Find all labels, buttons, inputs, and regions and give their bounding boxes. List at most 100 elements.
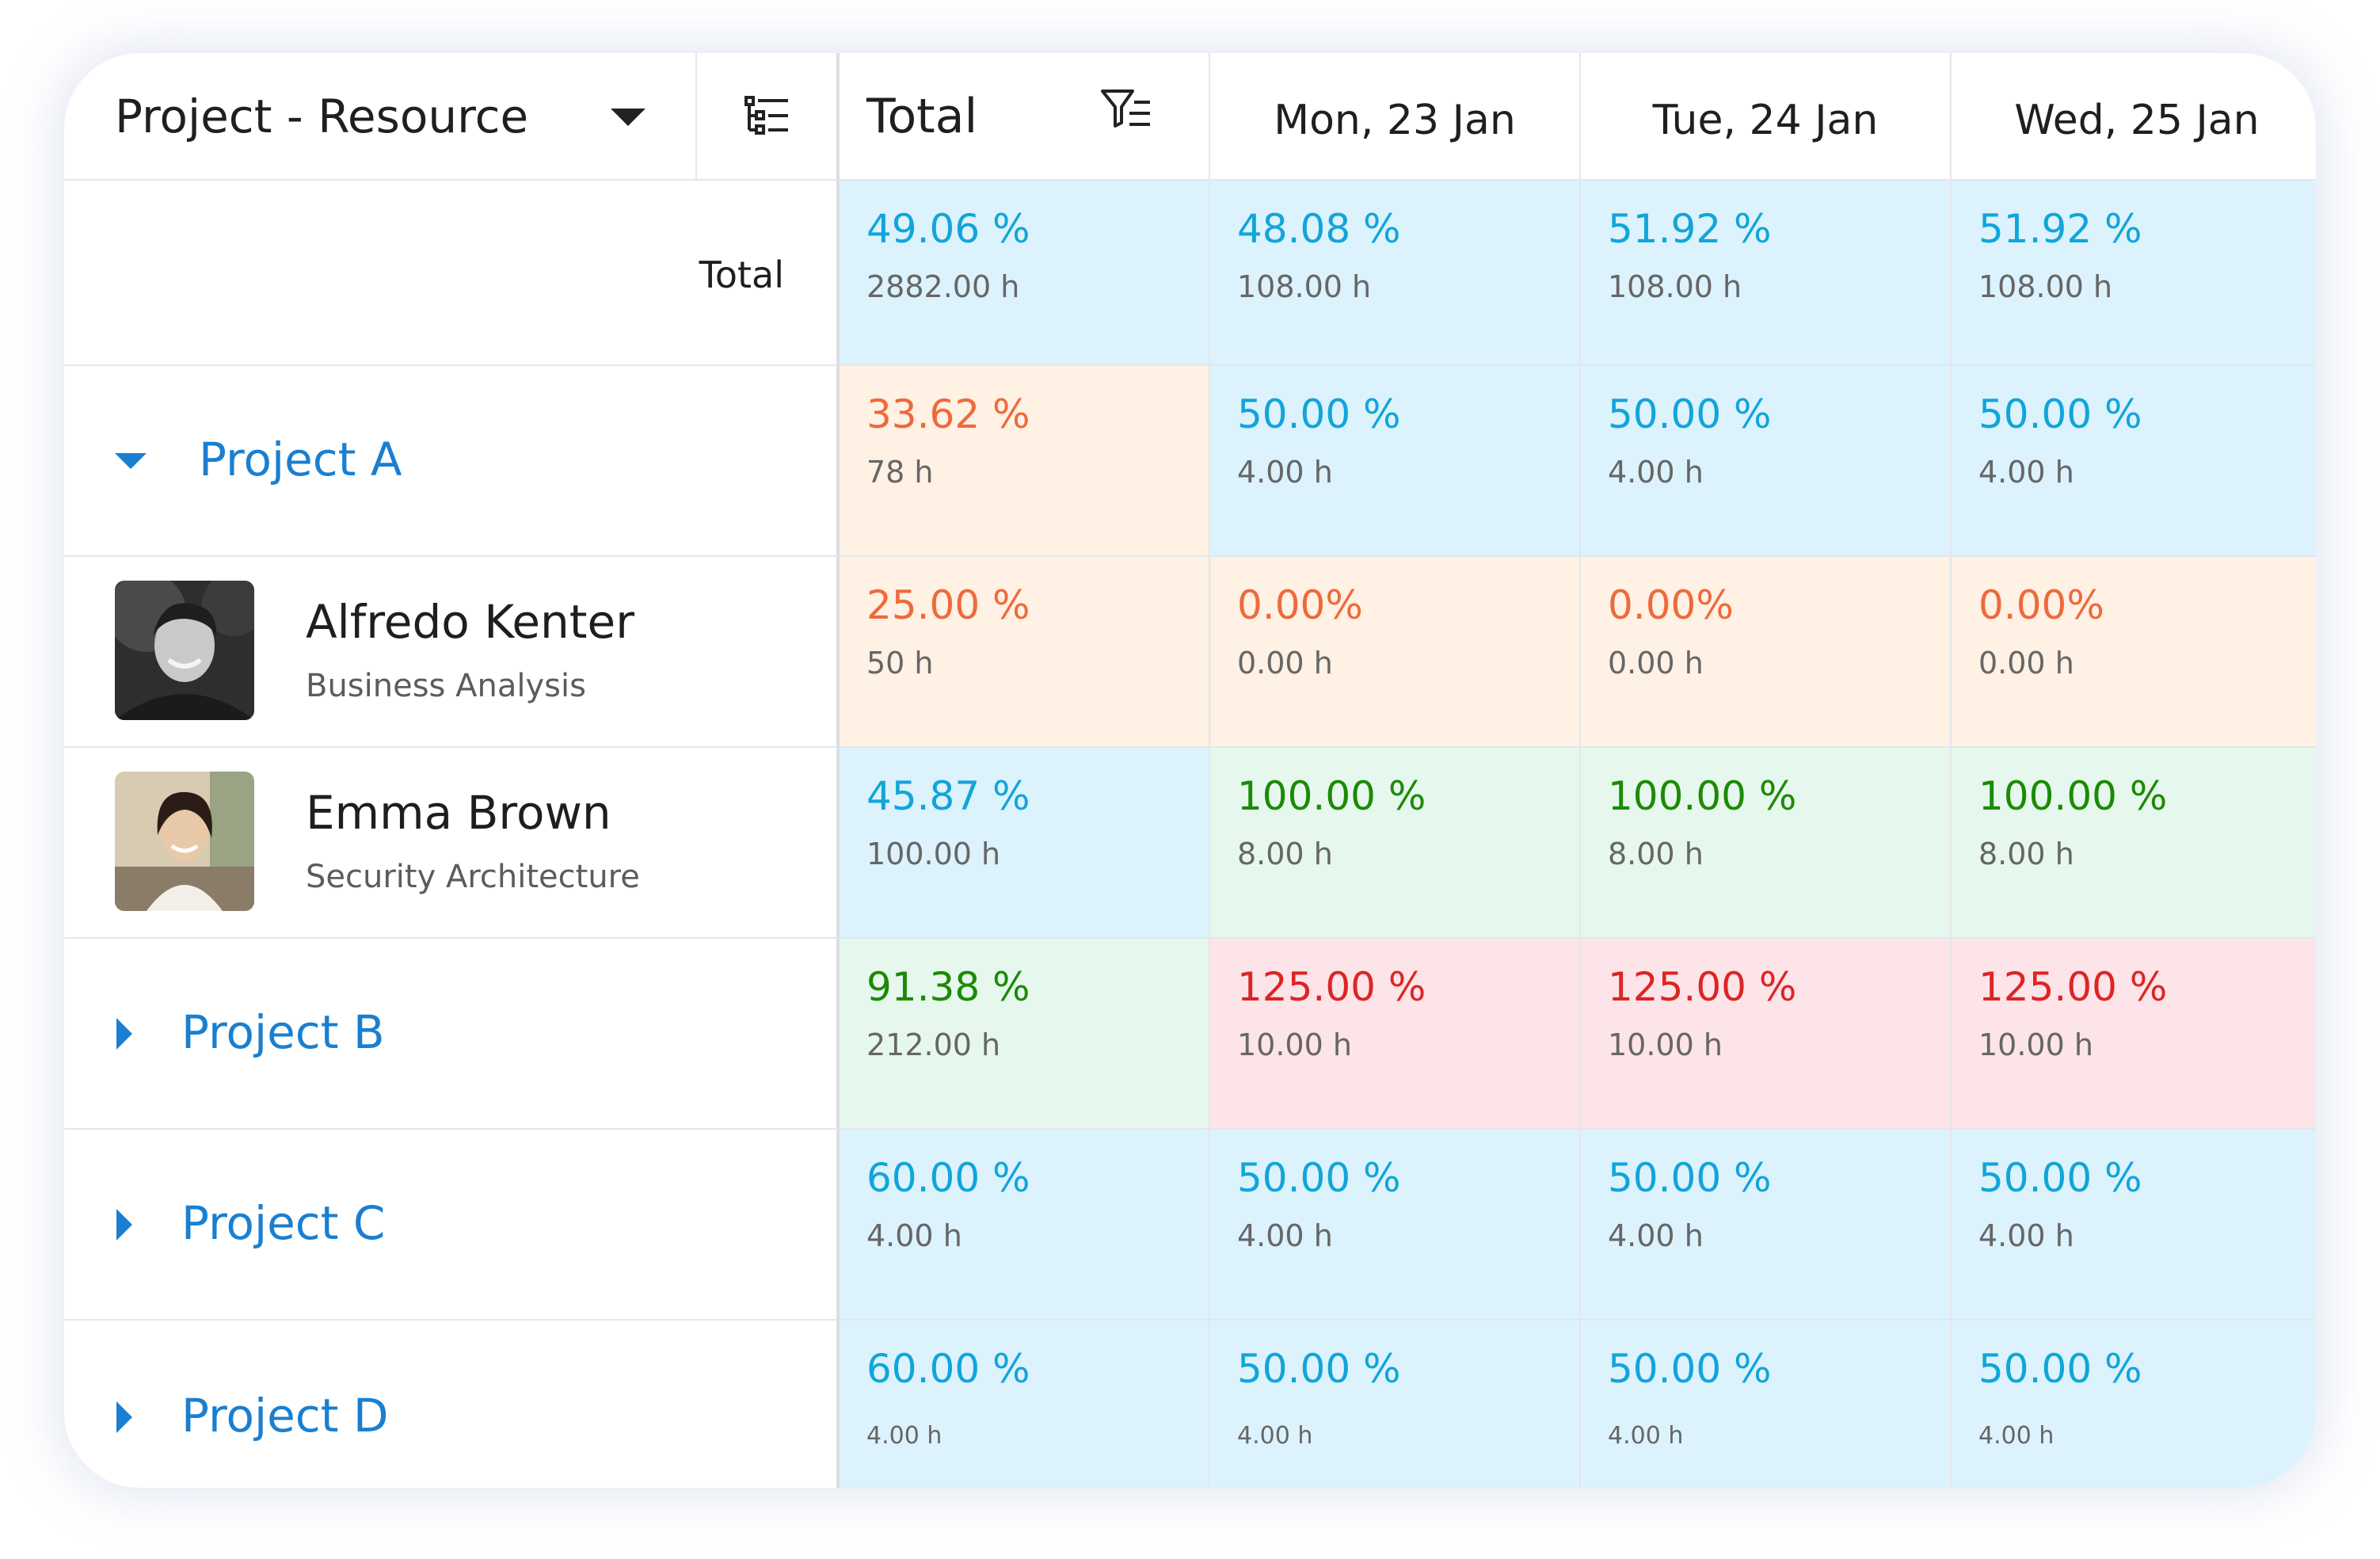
allocation-cell[interactable]: 60.00 % 4.00 h — [840, 1130, 1210, 1321]
project-row-label[interactable]: Project B — [64, 939, 840, 1130]
avatar — [115, 772, 254, 911]
allocated-hours: 4.00 h — [1237, 1218, 1333, 1253]
caret-right-icon[interactable] — [116, 1018, 134, 1053]
day-column-header: Mon, 23 Jan — [1210, 53, 1581, 181]
utilization-percent: 125.00 % — [1608, 964, 1797, 1010]
utilization-percent: 50.00 % — [1608, 1346, 1772, 1392]
utilization-percent: 0.00% — [1237, 582, 1363, 628]
total-row-text: Total — [699, 253, 784, 296]
day-column-header: Wed, 25 Jan — [1952, 53, 2316, 181]
resource-allocation-grid: Project - Resource Total — [64, 53, 2316, 1488]
resource-name: Emma Brown — [306, 786, 611, 840]
allocated-hours: 100.00 h — [866, 837, 1001, 871]
group-by-dropdown[interactable]: Project - Resource — [64, 53, 697, 181]
allocation-cell[interactable]: 100.00 % 8.00 h — [1210, 748, 1581, 939]
utilization-percent: 33.62 % — [866, 391, 1030, 437]
allocation-cell[interactable]: 100.00 % 8.00 h — [1952, 748, 2316, 939]
allocation-cell[interactable]: 60.00 % 4.00 h — [840, 1321, 1210, 1488]
filter-icon[interactable] — [1101, 88, 1152, 132]
caret-right-icon[interactable] — [116, 1209, 134, 1244]
allocated-hours: 108.00 h — [1978, 269, 2113, 304]
project-name[interactable]: Project A — [199, 433, 402, 486]
allocated-hours: 0.00 h — [1978, 646, 2074, 680]
tree-list-icon — [744, 95, 790, 138]
resource-row-label[interactable]: Emma Brown Security Architecture — [64, 748, 840, 939]
total-column-label: Total — [866, 88, 978, 144]
allocation-cell[interactable]: 50.00 % 4.00 h — [1210, 1130, 1581, 1321]
day-header-label: Tue, 24 Jan — [1652, 96, 1879, 144]
project-name[interactable]: Project B — [181, 1005, 385, 1059]
allocation-cell[interactable]: 125.00 % 10.00 h — [1952, 939, 2316, 1130]
utilization-percent: 0.00% — [1608, 582, 1734, 628]
allocated-hours: 2882.00 h — [866, 269, 1020, 304]
allocation-cell[interactable]: 45.87 % 100.00 h — [840, 748, 1210, 939]
utilization-percent: 50.00 % — [1608, 1155, 1772, 1201]
allocation-cell[interactable]: 50.00 % 4.00 h — [1952, 1130, 2316, 1321]
allocation-cell[interactable]: 0.00% 0.00 h — [1581, 557, 1952, 748]
allocated-hours: 4.00 h — [1608, 455, 1704, 490]
utilization-percent: 100.00 % — [1608, 773, 1797, 819]
utilization-percent: 125.00 % — [1978, 964, 2168, 1010]
allocation-cell[interactable]: 50.00 % 4.00 h — [1210, 366, 1581, 557]
allocated-hours: 8.00 h — [1237, 837, 1333, 871]
project-row-label[interactable]: Project A — [64, 366, 840, 557]
total-row-label: Total — [64, 181, 840, 366]
project-name[interactable]: Project C — [181, 1196, 386, 1250]
utilization-percent: 25.00 % — [866, 582, 1030, 628]
allocated-hours: 78 h — [866, 455, 934, 490]
allocation-cell[interactable]: 91.38 % 212.00 h — [840, 939, 1210, 1130]
allocated-hours: 4.00 h — [1978, 1422, 2054, 1450]
project-row-label[interactable]: Project D — [64, 1321, 840, 1488]
utilization-percent: 60.00 % — [866, 1155, 1030, 1201]
utilization-percent: 49.06 % — [866, 206, 1030, 252]
allocation-cell[interactable]: 50.00 % 4.00 h — [1581, 1321, 1952, 1488]
allocation-cell[interactable]: 125.00 % 10.00 h — [1581, 939, 1952, 1130]
allocation-cell[interactable]: 25.00 % 50 h — [840, 557, 1210, 748]
utilization-percent: 0.00% — [1978, 582, 2104, 628]
resource-role: Security Architecture — [306, 859, 640, 895]
allocation-cell[interactable]: 0.00% 0.00 h — [1952, 557, 2316, 748]
allocation-cell[interactable]: 51.92 % 108.00 h — [1581, 181, 1952, 366]
utilization-percent: 48.08 % — [1237, 206, 1401, 252]
allocation-cell[interactable]: 50.00 % 4.00 h — [1952, 366, 2316, 557]
utilization-percent: 50.00 % — [1978, 391, 2142, 437]
allocation-cell[interactable]: 33.62 % 78 h — [840, 366, 1210, 557]
allocation-cell[interactable]: 50.00 % 4.00 h — [1581, 1130, 1952, 1321]
utilization-percent: 100.00 % — [1237, 773, 1426, 819]
resource-row-label[interactable]: Alfredo Kenter Business Analysis — [64, 557, 840, 748]
total-column-header: Total — [840, 53, 1210, 181]
caret-right-icon[interactable] — [116, 1401, 134, 1436]
allocation-cell[interactable]: 48.08 % 108.00 h — [1210, 181, 1581, 366]
day-column-header: Tue, 24 Jan — [1581, 53, 1952, 181]
allocated-hours: 8.00 h — [1978, 837, 2074, 871]
allocation-cell[interactable]: 125.00 % 10.00 h — [1210, 939, 1581, 1130]
project-row-label[interactable]: Project C — [64, 1130, 840, 1321]
utilization-percent: 100.00 % — [1978, 773, 2168, 819]
utilization-percent: 60.00 % — [866, 1346, 1030, 1392]
chevron-down-icon — [611, 109, 645, 131]
allocation-cell[interactable]: 50.00 % 4.00 h — [1952, 1321, 2316, 1488]
utilization-percent: 50.00 % — [1978, 1346, 2142, 1392]
allocated-hours: 108.00 h — [1608, 269, 1742, 304]
person-photo-icon — [115, 772, 254, 911]
allocated-hours: 4.00 h — [1237, 455, 1333, 490]
allocated-hours: 50 h — [866, 646, 934, 680]
allocation-cell[interactable]: 50.00 % 4.00 h — [1210, 1321, 1581, 1488]
allocation-cell[interactable]: 49.06 % 2882.00 h — [840, 181, 1210, 366]
person-photo-icon — [115, 581, 254, 720]
caret-down-icon[interactable] — [115, 453, 147, 474]
project-name[interactable]: Project D — [181, 1389, 389, 1443]
resource-role: Business Analysis — [306, 668, 586, 704]
utilization-percent: 45.87 % — [866, 773, 1030, 819]
allocated-hours: 4.00 h — [1608, 1422, 1684, 1450]
allocated-hours: 108.00 h — [1237, 269, 1372, 304]
allocated-hours: 8.00 h — [1608, 837, 1704, 871]
allocation-cell[interactable]: 50.00 % 4.00 h — [1581, 366, 1952, 557]
allocation-cell[interactable]: 51.92 % 108.00 h — [1952, 181, 2316, 366]
tree-view-button[interactable] — [697, 53, 840, 181]
allocation-cell[interactable]: 100.00 % 8.00 h — [1581, 748, 1952, 939]
resource-name: Alfredo Kenter — [306, 595, 635, 649]
allocated-hours: 4.00 h — [1978, 455, 2074, 490]
allocation-cell[interactable]: 0.00% 0.00 h — [1210, 557, 1581, 748]
group-by-label: Project - Resource — [115, 89, 529, 143]
